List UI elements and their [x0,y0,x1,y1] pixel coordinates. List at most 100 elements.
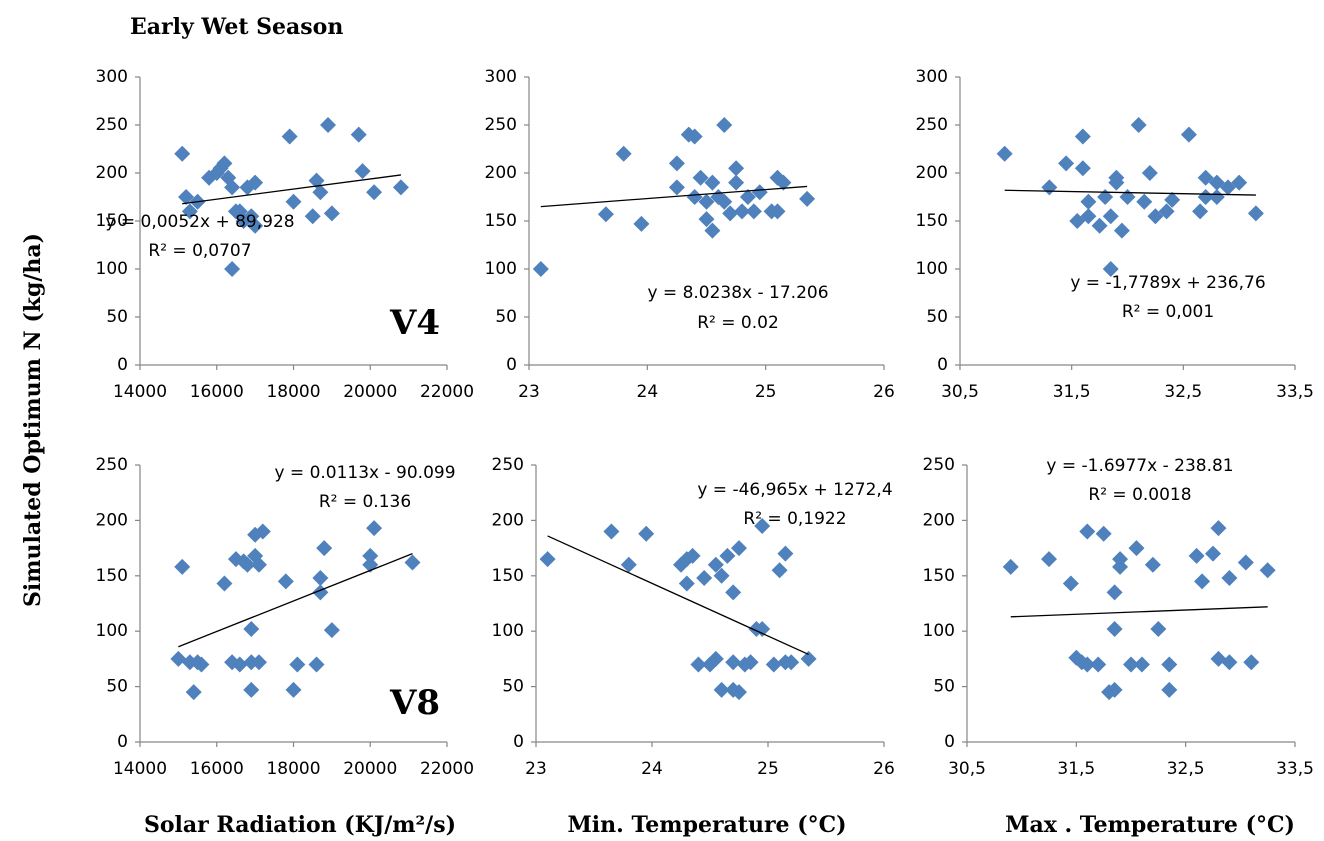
r-squared: R² = 0,1922 [743,509,846,529]
data-point [392,179,409,196]
r-squared: R² = 0.0018 [1088,485,1191,505]
data-point [308,656,325,673]
data-point [216,575,233,592]
x-tick-label: 16000 [190,759,244,779]
data-point [719,547,736,564]
y-tick-label: 300 [916,67,948,87]
data-point [713,681,730,698]
data-point [620,556,637,573]
r-squared: R² = 0.02 [697,313,779,333]
data-point [597,206,614,223]
data-point [690,656,707,673]
x-axis-label: Min. Temperature (°C) [567,812,846,838]
data-point [1095,525,1112,542]
data-point [1205,545,1221,562]
data-point [745,203,762,220]
data-point [1123,656,1139,673]
data-point [174,145,191,162]
data-point [174,558,191,575]
data-point [728,174,745,191]
data-point [686,189,703,205]
y-tick-label: 250 [96,115,128,135]
data-point [1194,573,1211,590]
data-point [696,570,713,587]
x-tick-label: 31,5 [1053,382,1091,402]
data-point [1231,174,1248,191]
data-point [1097,189,1114,205]
data-point [243,681,260,698]
data-point [1210,520,1227,537]
data-point [1041,551,1057,568]
x-tick-label: 30,5 [941,382,979,402]
y-tick-label: 0 [117,355,128,375]
data-point [1130,117,1147,133]
data-point [185,684,202,701]
data-point [1119,189,1136,205]
trendline [1004,189,1256,196]
y-tick-label: 0 [937,355,948,375]
data-point [1002,558,1019,575]
y-tick-label: 100 [96,621,128,641]
data-point [178,189,195,205]
equation: y = 8.0238x - 17.206 [647,283,828,303]
data-point [285,193,302,210]
panel-label: V4 [389,303,440,343]
x-tick-label: 22000 [420,759,474,779]
data-point [1062,575,1079,592]
y-tick-label: 150 [923,566,955,586]
data-point [734,203,750,220]
data-point [1141,165,1158,181]
y-tick-label: 0 [117,732,128,752]
y-tick-label: 150 [485,211,517,231]
data-point [354,163,371,180]
data-point [1080,193,1097,210]
trendline [1010,606,1268,618]
x-tick-label: 16000 [190,382,244,402]
data-point [1164,191,1181,208]
data-point [289,656,306,673]
data-point [239,556,256,573]
y-axis-label: Simulated Optimum N (kg/ha) [20,233,46,607]
y-tick-label: 0 [506,355,517,375]
data-point [799,190,816,207]
y-tick-label: 250 [923,455,955,475]
data-point [777,545,794,562]
x-tick-label: 33,5 [1276,759,1314,779]
data-point [366,520,383,537]
y-tick-label: 200 [96,510,128,530]
data-point [1197,189,1214,205]
data-point [1080,208,1097,225]
page-title: Early Wet Season [130,14,343,40]
data-point [739,189,756,205]
x-tick-label: 18000 [266,759,320,779]
r-squared: R² = 0,0707 [148,241,251,261]
y-tick-label: 250 [916,115,948,135]
data-point [731,540,747,557]
x-tick-label: 14000 [113,759,167,779]
data-point [312,570,329,587]
y-tick-label: 50 [933,677,955,697]
y-tick-label: 50 [106,677,128,697]
data-point [684,547,701,564]
trendline [178,553,413,648]
data-point [754,517,771,534]
data-point [728,160,745,177]
data-point [731,684,747,701]
data-point [1133,656,1150,673]
y-tick-label: 150 [492,566,524,586]
y-tick-label: 250 [492,455,524,475]
data-point [765,656,782,673]
data-point [1079,523,1096,540]
data-point [783,654,800,671]
data-point [1237,554,1254,571]
data-point [216,155,233,172]
data-point [716,193,733,210]
y-tick-label: 250 [485,115,517,135]
data-point [250,654,267,671]
data-point [707,556,724,573]
data-point [1074,128,1091,145]
panel-label: V8 [389,683,440,723]
data-point [1192,203,1209,220]
y-tick-label: 50 [926,307,948,327]
data-point [323,622,340,639]
